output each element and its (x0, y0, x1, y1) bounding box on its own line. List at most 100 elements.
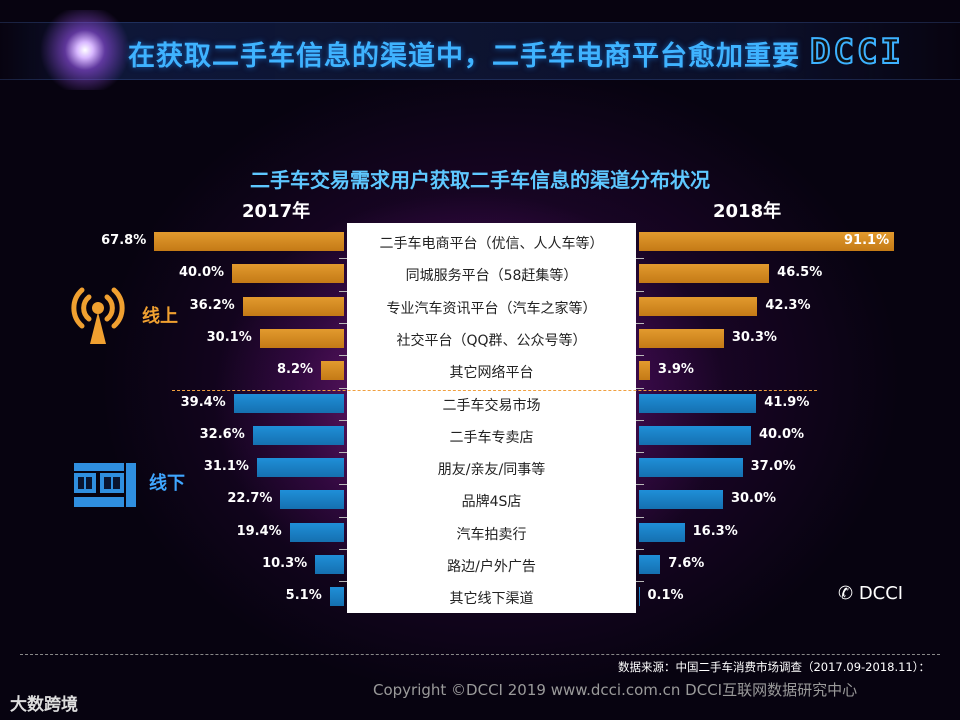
bar-2018 (639, 361, 650, 381)
category-label: 二手车交易市场 (442, 397, 541, 414)
bar-2018 (639, 425, 751, 445)
value-label-2017: 8.2% (277, 362, 314, 378)
tick-right (636, 484, 644, 486)
bar-2017 (154, 232, 344, 251)
header-bar (0, 22, 960, 80)
wechat-text: DCCI (858, 583, 904, 604)
bar-2017 (321, 361, 344, 381)
bottom-logo: 大数跨境 (10, 695, 78, 715)
value-label-2018: 3.9% (657, 362, 694, 378)
bar-2018 (639, 587, 640, 607)
value-label-2017: 10.3% (262, 556, 308, 571)
tick-right (636, 290, 644, 292)
wechat-watermark: ✆ DCCI (838, 583, 904, 604)
group-label-offline: 线下 (149, 473, 185, 494)
value-label-2017: 19.4% (236, 523, 282, 539)
series-label-2017: 2017年 (242, 201, 311, 222)
bar-2018 (639, 296, 758, 316)
tick-right (636, 322, 644, 324)
category-label: 二手车专卖店 (449, 429, 534, 446)
tick-left (339, 419, 347, 421)
bar-2017 (256, 458, 344, 478)
series-label-2018: 2018年 (713, 201, 782, 222)
tick-right (636, 419, 644, 421)
value-label-2018: 37.0% (750, 459, 796, 475)
group-label-online: 线上 (142, 306, 178, 327)
value-label-2017: 36.2% (189, 297, 235, 313)
category-label: 社交平台（QQ群、公众号等） (396, 332, 587, 349)
tick-right (636, 549, 644, 550)
tick-left (339, 484, 347, 486)
bar-2017 (233, 393, 344, 413)
tick-right (636, 452, 644, 454)
bar-2018 (639, 522, 685, 542)
category-label: 同城服务平台（58赶集等） (405, 268, 578, 285)
bar-2017 (252, 425, 344, 445)
value-label-2018: 40.0% (758, 426, 805, 442)
tick-left (339, 581, 347, 583)
bar-2017 (280, 490, 344, 510)
tick-right (636, 581, 644, 583)
value-label-2017: 32.6% (199, 426, 245, 442)
bar-2017 (259, 328, 344, 348)
bar-2018 (639, 232, 894, 251)
bar-2017 (232, 264, 344, 284)
bar-2018 (639, 490, 723, 510)
bar-2017 (242, 296, 344, 316)
value-label-2018: 0.1% (647, 588, 684, 604)
category-label: 品牌4S店 (461, 494, 522, 511)
bar-2018 (639, 458, 743, 478)
tick-left (339, 258, 347, 260)
tick-right (636, 516, 644, 518)
tick-left (339, 549, 347, 550)
category-label: 其它网络平台 (449, 365, 534, 382)
bar-2018 (639, 264, 770, 284)
tick-right (636, 258, 644, 260)
value-label-2018: 46.5% (777, 265, 823, 281)
bar-2017 (315, 555, 344, 574)
bar-2017 (289, 522, 344, 542)
category-label: 二手车电商平台（优信、人人车等） (379, 236, 604, 252)
value-label-2018: 91.1% (844, 233, 890, 248)
value-label-2017: 31.1% (203, 459, 249, 475)
tick-right (636, 387, 644, 389)
value-label-2018: 7.6% (668, 556, 705, 571)
value-label-2017: 5.1% (285, 588, 322, 604)
tick-left (339, 290, 347, 292)
bar-2018 (639, 393, 757, 413)
value-label-2018: 30.3% (731, 329, 777, 345)
copyright: Copyright ©DCCI 2019 www.dcci.com.cn DCC… (373, 681, 858, 699)
value-label-2018: 41.9% (764, 394, 810, 410)
category-label: 专业汽车资讯平台（汽车之家等） (386, 300, 597, 317)
data-source: 数据来源：中国二手车消费市场调查（2017.09-2018.11）： (617, 660, 930, 674)
value-label-2018: 42.3% (765, 297, 811, 313)
bar-2018 (639, 328, 724, 348)
footer-divider (20, 654, 940, 655)
tick-right (636, 355, 644, 357)
value-label-2017: 67.8% (101, 233, 147, 248)
dcci-logo: DCCI (809, 31, 904, 73)
group-divider (172, 390, 817, 391)
tick-left (339, 387, 347, 389)
tick-left (339, 322, 347, 324)
page-title: 在获取二手车信息的渠道中，二手车电商平台愈加重要 (128, 41, 800, 72)
value-label-2017: 40.0% (178, 265, 225, 281)
category-label: 汽车拍卖行 (456, 526, 527, 543)
bar-2017 (329, 587, 344, 607)
tick-left (339, 452, 347, 454)
bar-2018 (639, 555, 661, 574)
antenna-icon (71, 287, 125, 344)
tick-left (339, 516, 347, 518)
category-panel (347, 223, 636, 613)
value-label-2017: 39.4% (180, 394, 226, 410)
value-label-2018: 16.3% (692, 523, 738, 539)
value-label-2017: 22.7% (227, 491, 273, 507)
value-label-2018: 30.0% (730, 491, 777, 507)
category-label: 朋友/亲友/同事等 (437, 462, 546, 479)
chart-title: 二手车交易需求用户获取二手车信息的渠道分布状况 (250, 168, 710, 192)
tick-left (339, 355, 347, 357)
category-label: 其它线下渠道 (449, 591, 534, 608)
store-icon (74, 463, 136, 507)
value-label-2017: 30.1% (206, 329, 252, 345)
category-label: 路边/户外广告 (447, 559, 536, 575)
